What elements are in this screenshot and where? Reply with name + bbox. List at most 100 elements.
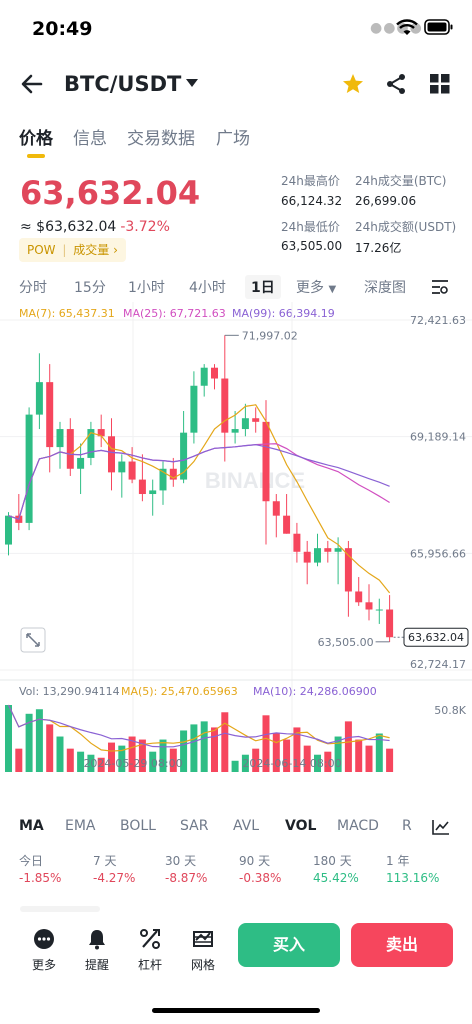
tag-row[interactable]: POW | 成交量 › <box>19 238 126 262</box>
chart-settings-icon[interactable] <box>431 279 449 295</box>
volume-bar <box>87 754 95 772</box>
tab-trading-data[interactable]: 交易数据 <box>127 129 195 149</box>
back-arrow-icon[interactable] <box>20 72 44 96</box>
tf-4h[interactable]: 4小时 <box>189 280 226 296</box>
candle-body <box>375 609 383 611</box>
sell-button[interactable]: 卖出 <box>351 923 453 967</box>
last-price-label: 63,632.04 <box>408 631 464 644</box>
tab-info[interactable]: 信息 <box>73 129 107 149</box>
perf-7d-value: -4.27% <box>93 871 136 885</box>
ma7-line <box>8 404 391 594</box>
ma99-legend: MA(99): 66,394.19 <box>232 307 335 320</box>
candle-body <box>108 436 115 473</box>
volume-bar <box>56 736 64 772</box>
grid-button[interactable]: 网格 <box>183 920 223 973</box>
ind-sar[interactable]: SAR <box>180 818 209 834</box>
tf-1d[interactable]: 1日 <box>245 275 281 299</box>
volume-bar <box>231 760 239 772</box>
more-label: 更多 <box>31 958 56 972</box>
perf-30d-label: 30 天 <box>165 854 197 868</box>
volume-bar <box>293 727 301 772</box>
candle-body <box>334 548 342 552</box>
ind-ema[interactable]: EMA <box>65 818 96 834</box>
volume-bar <box>355 739 363 772</box>
tf-1h[interactable]: 1小时 <box>128 280 165 296</box>
tab-bar: 价格 信息 交易数据 广场 <box>0 120 472 160</box>
volume-bar <box>334 736 342 772</box>
tab-square[interactable]: 广场 <box>216 129 250 149</box>
depth-chart-tab[interactable]: 深度图 <box>364 280 406 296</box>
candle-body <box>5 515 12 545</box>
candle-body <box>241 418 249 430</box>
price-axis-label: 69,189.14 <box>410 431 466 444</box>
volume-bar <box>375 733 383 772</box>
candle-body <box>25 414 33 523</box>
candle-body <box>283 515 291 534</box>
high-value: 66,124.32 <box>281 194 343 208</box>
candle-body <box>293 533 301 552</box>
ind-ma[interactable]: MA <box>19 818 44 834</box>
volume-bar <box>303 745 311 772</box>
last-price-box <box>403 627 469 647</box>
volume-bar <box>180 730 188 772</box>
ind-avl[interactable]: AVL <box>233 818 260 834</box>
volume-bar <box>386 748 394 772</box>
ind-vol[interactable]: VOL <box>285 818 317 834</box>
candle-body <box>314 548 321 563</box>
candle-body <box>221 378 229 433</box>
x-axis-label: 2024-05-29 08:00 <box>83 757 182 770</box>
bottom-action-bar: 更多 提醒 杠杆 网格 买入 卖出 <box>0 920 472 1024</box>
more-button[interactable]: 更多 <box>24 920 64 973</box>
volume-bar <box>46 724 54 772</box>
candle-body <box>211 367 218 379</box>
tag-divider: | <box>62 243 67 257</box>
perf-90d-label: 90 天 <box>239 854 271 868</box>
ind-r[interactable]: R <box>402 818 412 834</box>
grid-trading-icon <box>193 931 213 947</box>
volume-bar <box>25 713 33 772</box>
candle-body <box>303 551 311 563</box>
price-change: -3.72% <box>120 219 170 235</box>
indicator-bar: MA EMA BOLL SAR AVL VOL MACD R <box>0 812 472 842</box>
candle-body <box>118 461 126 473</box>
candle-body <box>159 468 167 491</box>
ma25-legend: MA(25): 67,721.63 <box>123 307 226 320</box>
price-axis-label: 65,956.66 <box>410 547 466 560</box>
perf-90d-value: -0.38% <box>239 871 282 885</box>
volume-bar <box>314 754 321 772</box>
volume-bar <box>211 727 218 772</box>
star-icon[interactable] <box>341 72 365 96</box>
caret-down-icon[interactable] <box>186 78 198 88</box>
leverage-button[interactable]: 杠杆 <box>130 920 170 973</box>
tab-price[interactable]: 价格 <box>19 129 53 149</box>
price-axis-label: 62,724.17 <box>410 658 466 671</box>
candle-body <box>35 382 43 415</box>
ind-boll[interactable]: BOLL <box>120 818 156 834</box>
candle-body <box>386 609 394 638</box>
ma7-legend: MA(7): 65,437.31 <box>19 307 115 320</box>
ind-macd[interactable]: MACD <box>337 818 379 834</box>
header: BTC/USDT <box>0 62 472 106</box>
timeframe-bar: 分时 15分 1小时 4小时 1日 更多 ▼ 深度图 <box>0 272 472 302</box>
tf-line[interactable]: 分时 <box>19 280 47 296</box>
perf-1y-value: 113.16% <box>386 871 440 885</box>
more-icon <box>34 929 54 949</box>
grid-layout-icon[interactable] <box>429 73 451 95</box>
share-icon[interactable] <box>384 72 408 96</box>
tf-15m[interactable]: 15分 <box>74 280 106 296</box>
status-time: 20:49 <box>32 18 93 40</box>
indicator-settings-icon[interactable] <box>432 819 450 835</box>
volume-bar <box>241 754 249 772</box>
perf-30d-value: -8.87% <box>165 871 208 885</box>
candlestick-chart[interactable]: BINANCE 72,421.63 69,189.14 65,956.66 62,724… <box>0 302 472 772</box>
last-price: 63,632.04 <box>20 174 201 212</box>
volume-tag-link[interactable]: 成交量 › <box>73 243 118 257</box>
vol-legend: Vol: 13,290.94114 <box>19 685 120 698</box>
candle-body <box>87 429 95 458</box>
buy-button[interactable]: 买入 <box>238 923 340 967</box>
pair-title[interactable]: BTC/USDT <box>64 72 182 96</box>
tf-more[interactable]: 更多 ▼ <box>296 277 336 297</box>
alert-button[interactable]: 提醒 <box>77 920 117 973</box>
volume-bar <box>159 739 167 772</box>
approx-usd: ≈ $63,632.04 <box>20 219 117 235</box>
